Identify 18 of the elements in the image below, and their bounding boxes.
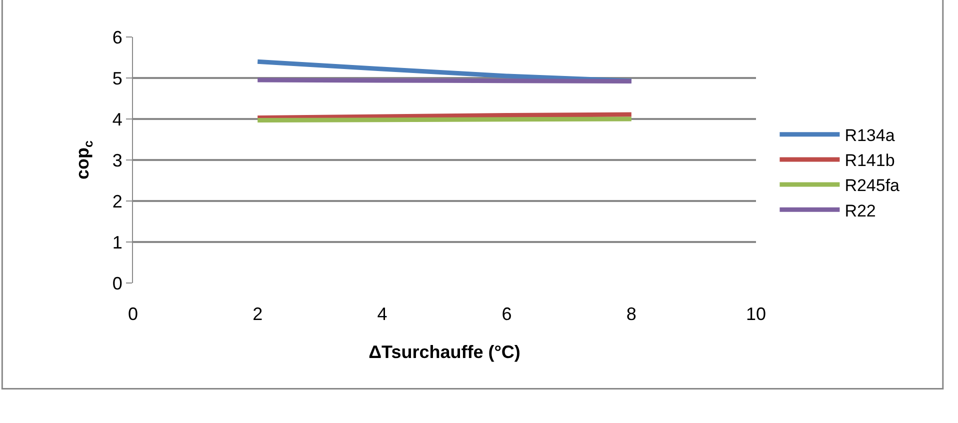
- x-tick-label: 4: [377, 304, 388, 324]
- legend-label: R245fa: [844, 176, 900, 196]
- y-tick-label: 3: [112, 150, 122, 170]
- y-tick-label: 4: [112, 109, 122, 130]
- y-tick-label: 6: [112, 27, 122, 48]
- x-tick-label: 10: [746, 304, 766, 324]
- y-tick-label: 5: [112, 68, 122, 88]
- legend-label: R22: [844, 201, 876, 220]
- x-tick-label: 8: [626, 304, 636, 324]
- legend-label: R134a: [844, 126, 896, 145]
- x-tick-label: 2: [252, 304, 263, 324]
- y-tick-label: 2: [112, 191, 122, 212]
- x-tick-label: 0: [128, 304, 138, 324]
- x-axis-title: ΔTsurchauffe (°C): [368, 342, 520, 362]
- legend-label: R141b: [844, 151, 895, 170]
- y-tick-label: 0: [112, 273, 122, 294]
- x-tick-label: 6: [502, 304, 512, 324]
- y-tick-label: 1: [112, 232, 122, 252]
